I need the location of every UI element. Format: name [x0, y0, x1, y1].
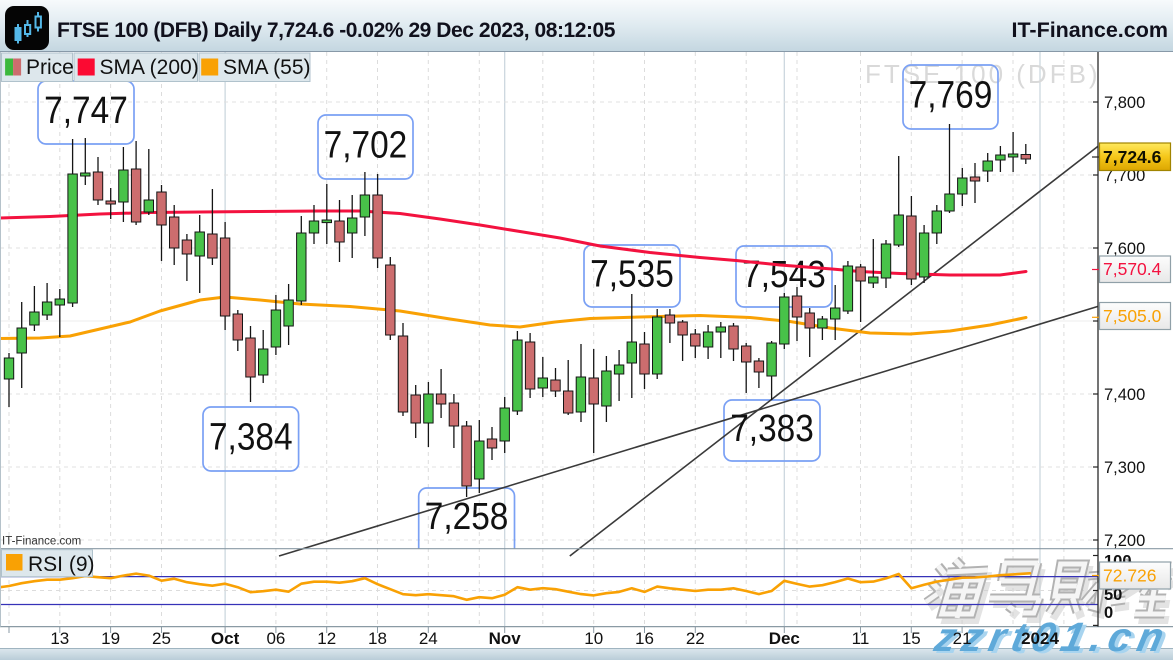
- svg-text:25: 25: [152, 629, 171, 648]
- svg-text:7,543: 7,543: [742, 253, 826, 295]
- svg-text:7,700: 7,700: [1104, 167, 1145, 185]
- svg-text:7,724.6: 7,724.6: [1103, 147, 1162, 167]
- svg-text:zzrt01.cn: zzrt01.cn: [930, 613, 1173, 659]
- svg-text:11: 11: [852, 629, 870, 648]
- svg-text:21: 21: [953, 629, 972, 648]
- svg-text:SMA (200): SMA (200): [100, 56, 199, 79]
- svg-text:18: 18: [368, 629, 387, 648]
- svg-text:7,535: 7,535: [590, 253, 674, 295]
- svg-text:RSI (9): RSI (9): [28, 553, 95, 576]
- svg-text:10: 10: [584, 629, 603, 648]
- svg-text:13: 13: [50, 629, 69, 648]
- svg-text:SMA (55): SMA (55): [223, 56, 311, 79]
- svg-text:22: 22: [686, 629, 705, 648]
- svg-text:zzrt01.cn: zzrt01.cn: [933, 615, 1173, 660]
- svg-text:7,383: 7,383: [730, 407, 814, 449]
- svg-text:24: 24: [419, 629, 438, 648]
- svg-text:7,800: 7,800: [1104, 94, 1145, 112]
- svg-text:IT-Finance.com: IT-Finance.com: [1011, 18, 1168, 42]
- svg-text:7,384: 7,384: [209, 416, 293, 458]
- svg-text:Price: Price: [26, 56, 74, 79]
- svg-text:IT-Finance.com: IT-Finance.com: [2, 536, 81, 548]
- svg-text:15: 15: [902, 629, 921, 648]
- svg-text:19: 19: [101, 629, 120, 648]
- svg-text:7,505.0: 7,505.0: [1103, 306, 1162, 326]
- svg-text:7,200: 7,200: [1104, 532, 1145, 550]
- svg-text:7,769: 7,769: [909, 74, 993, 116]
- svg-text:06: 06: [266, 629, 285, 648]
- svg-text:Oct: Oct: [211, 629, 240, 648]
- svg-text:FTSE 100 (DFB) Daily 7,724.6 -: FTSE 100 (DFB) Daily 7,724.6 -0.02% 29 D…: [57, 19, 616, 42]
- svg-text:16: 16: [635, 629, 654, 648]
- svg-text:7,300: 7,300: [1104, 459, 1145, 477]
- svg-text:7,570.4: 7,570.4: [1103, 259, 1162, 279]
- svg-text:7,400: 7,400: [1104, 386, 1145, 404]
- svg-text:7,258: 7,258: [425, 495, 509, 537]
- svg-text:7,747: 7,747: [44, 89, 128, 131]
- svg-text:Dec: Dec: [769, 629, 800, 648]
- svg-text:0: 0: [1104, 604, 1113, 622]
- svg-text:2024: 2024: [1021, 629, 1059, 648]
- svg-text:7,702: 7,702: [324, 124, 408, 166]
- svg-text:7,600: 7,600: [1104, 240, 1145, 258]
- svg-text:12: 12: [317, 629, 336, 648]
- svg-text:50: 50: [1104, 586, 1122, 604]
- svg-text:72.726: 72.726: [1103, 566, 1157, 586]
- svg-text:Nov: Nov: [489, 629, 522, 648]
